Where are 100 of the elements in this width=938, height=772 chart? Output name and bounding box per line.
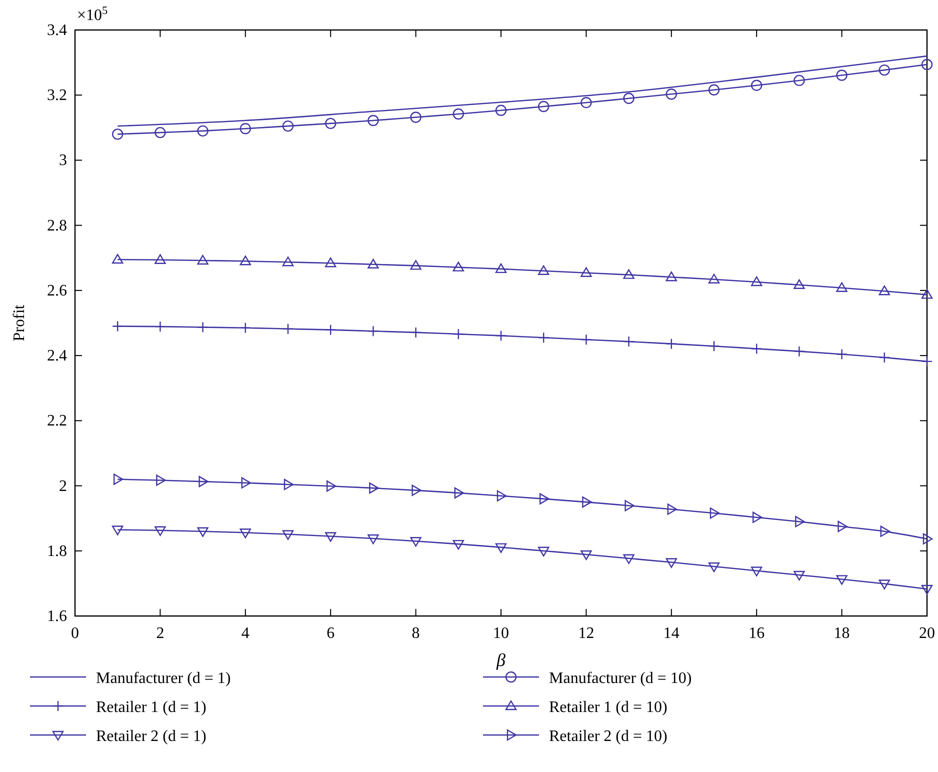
point <box>836 70 848 81</box>
point <box>452 108 464 120</box>
point <box>921 289 933 299</box>
point <box>836 282 848 292</box>
legend-label: Manufacturer (d = 1) <box>96 670 231 687</box>
point <box>795 516 805 528</box>
point <box>708 274 720 284</box>
point <box>708 84 720 96</box>
x-tick-label: 0 <box>71 625 79 642</box>
line-series <box>116 55 928 127</box>
point <box>410 112 422 123</box>
point <box>496 490 507 502</box>
point <box>751 566 762 576</box>
point <box>878 580 890 590</box>
point <box>838 520 848 532</box>
x-tick-label: 12 <box>578 625 594 642</box>
point <box>154 126 166 138</box>
point <box>623 269 634 279</box>
point <box>452 540 464 550</box>
point <box>538 100 550 112</box>
point <box>156 474 166 486</box>
y-tick-label: 2.2 <box>47 412 67 430</box>
y-tick-label: 2.8 <box>47 217 67 234</box>
point <box>751 276 762 286</box>
point <box>666 271 677 282</box>
point <box>708 562 720 572</box>
point <box>112 128 124 140</box>
x-tick-label: 10 <box>493 625 509 642</box>
point <box>325 532 336 542</box>
point <box>198 476 208 488</box>
point <box>921 584 933 595</box>
point <box>454 487 464 499</box>
y-tick-label: 2.6 <box>47 282 67 300</box>
point <box>154 526 166 536</box>
legend-label: Retailer 1 (d = 1) <box>96 699 206 716</box>
x-tick-label: 4 <box>241 625 250 642</box>
point <box>240 528 251 538</box>
point <box>794 74 805 86</box>
point <box>325 258 336 268</box>
point <box>666 558 677 568</box>
point <box>197 125 208 137</box>
point <box>412 484 422 496</box>
point <box>284 478 294 490</box>
point <box>154 254 166 264</box>
point <box>580 550 592 560</box>
point <box>240 123 251 134</box>
point <box>368 114 379 126</box>
y-tick-label: 1.8 <box>47 542 67 560</box>
point <box>282 256 294 266</box>
x-tick-label: 8 <box>412 625 420 642</box>
x-tick-label: 18 <box>834 625 850 642</box>
point <box>368 258 379 268</box>
y-tick-label: 3.2 <box>47 87 67 104</box>
point <box>623 554 634 564</box>
point <box>540 493 550 504</box>
legend-label: Retailer 2 (d = 10) <box>549 728 668 745</box>
point <box>880 526 890 537</box>
point <box>921 58 933 70</box>
point <box>282 530 294 540</box>
legend-label: Retailer 2 (d = 1) <box>96 728 206 745</box>
point <box>369 482 379 494</box>
point <box>112 254 124 264</box>
point <box>710 508 720 519</box>
point <box>325 118 336 130</box>
point <box>495 104 507 116</box>
point <box>368 534 379 544</box>
x-tick-label: 6 <box>326 625 335 642</box>
point <box>114 474 124 485</box>
point <box>538 546 550 556</box>
legend-label: Retailer 1 (d = 10) <box>549 699 668 716</box>
point <box>878 285 890 296</box>
point <box>197 527 208 537</box>
point <box>751 80 762 91</box>
point <box>836 575 848 585</box>
x-tick-label: 16 <box>748 625 765 642</box>
point <box>197 254 208 265</box>
x-tick-label: 14 <box>663 625 680 642</box>
point <box>624 500 634 512</box>
y-tick-label: 2 <box>59 478 67 495</box>
x-axis-title: β <box>496 650 506 670</box>
point <box>794 570 805 581</box>
point <box>410 260 422 270</box>
point <box>922 533 933 544</box>
y-tick-label: 3.4 <box>47 22 67 39</box>
point <box>666 88 677 100</box>
x-tick-label: 20 <box>919 625 935 642</box>
point <box>580 97 592 108</box>
point <box>410 537 422 547</box>
legend-label: Manufacturer (d = 10) <box>549 670 692 687</box>
point <box>495 263 507 274</box>
point <box>452 262 464 272</box>
x-tick-label: 2 <box>156 625 164 642</box>
y-tick-label: 1.6 <box>47 608 67 625</box>
point <box>495 543 507 553</box>
point <box>282 120 294 132</box>
point <box>326 480 336 492</box>
point <box>582 496 592 508</box>
point <box>794 279 805 290</box>
point <box>667 504 677 515</box>
point <box>538 265 550 276</box>
